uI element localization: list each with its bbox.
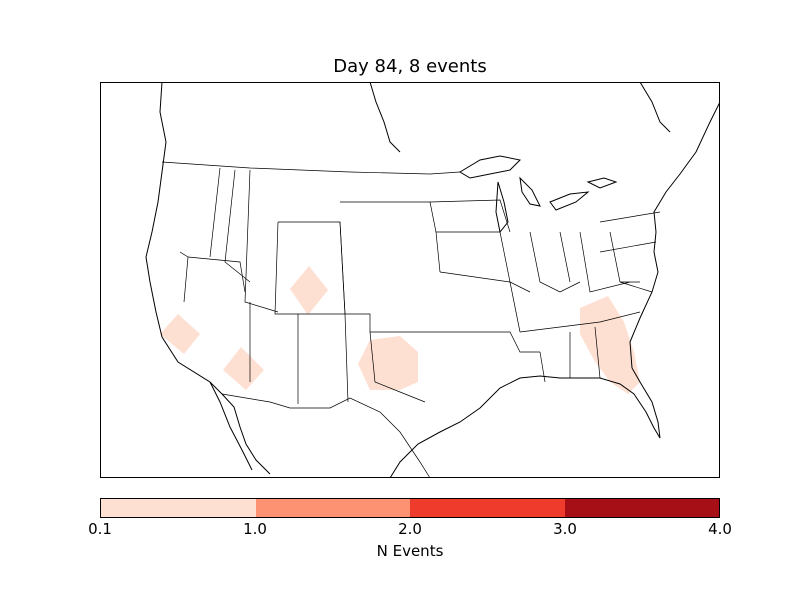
colorbar-tick-label: 4.0 (708, 520, 732, 538)
colorbar-segment-2 (255, 499, 410, 517)
map-border (100, 82, 720, 478)
state-boundaries (161, 161, 661, 478)
map-title: Day 84, 8 events (333, 56, 487, 77)
event-area-texas-oklahoma (358, 336, 418, 390)
colorbar-segment-4 (564, 499, 719, 517)
event-area-georgia-florida (580, 296, 640, 394)
colorbar-tick-label: 0.1 (88, 520, 112, 538)
colorbar (100, 498, 720, 518)
colorbar-tick-label: 3.0 (553, 520, 577, 538)
colorbar-tick-label: 2.0 (398, 520, 422, 538)
event-areas (160, 266, 640, 394)
coastline (145, 82, 720, 478)
colorbar-tick-label: 1.0 (243, 520, 267, 538)
colorbar-label: N Events (376, 542, 444, 560)
colorbar-segment-3 (410, 499, 565, 517)
map-panel (100, 82, 720, 478)
colorbar-segment-1 (101, 499, 256, 517)
event-area-nevada-arizona (223, 347, 264, 390)
event-area-california (160, 314, 200, 354)
event-area-colorado (290, 266, 328, 315)
